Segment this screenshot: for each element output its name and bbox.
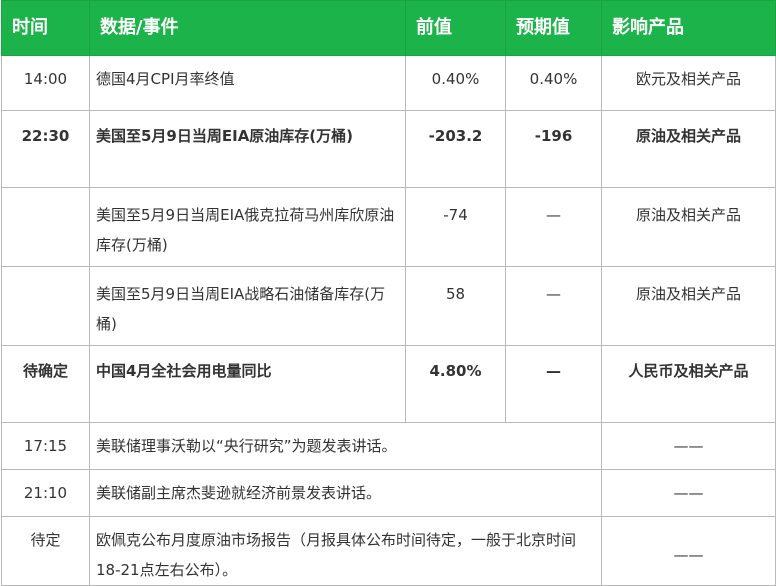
cell-impact: 原油及相关产品 bbox=[601, 187, 776, 267]
table-header-row: 时间 数据/事件 前值 预期值 影响产品 bbox=[1, 0, 776, 56]
cell-event: 美国至5月9日当周EIA俄克拉荷马州库欣原油库存(万桶) bbox=[89, 187, 406, 267]
cell-forecast: — bbox=[505, 187, 602, 267]
cell-impact: —— bbox=[601, 469, 776, 517]
table-row: 待定 欧佩克公布月度原油市场报告（月报具体公布时间待定，一般于北京时间18-21… bbox=[1, 516, 776, 586]
cell-time: 待定 bbox=[1, 516, 90, 586]
cell-impact: —— bbox=[601, 516, 776, 586]
cell-time: 待确定 bbox=[1, 345, 90, 423]
cell-event: 欧佩克公布月度原油市场报告（月报具体公布时间待定，一般于北京时间18-21点左右… bbox=[89, 516, 602, 586]
header-time: 时间 bbox=[1, 0, 90, 56]
cell-event: 美联储副主席杰斐逊就经济前景发表讲话。 bbox=[89, 469, 602, 517]
cell-previous: -203.2 bbox=[405, 110, 506, 188]
table-row: 美国至5月9日当周EIA俄克拉荷马州库欣原油库存(万桶) -74 — 原油及相关… bbox=[1, 187, 776, 267]
cell-impact: 人民币及相关产品 bbox=[601, 345, 776, 423]
cell-impact: —— bbox=[601, 422, 776, 470]
cell-event: 美国至5月9日当周EIA原油库存(万桶) bbox=[89, 110, 406, 188]
cell-impact: 原油及相关产品 bbox=[601, 110, 776, 188]
cell-forecast: -196 bbox=[505, 110, 602, 188]
table-row: 美国至5月9日当周EIA战略石油储备库存(万桶) 58 — 原油及相关产品 bbox=[1, 266, 776, 346]
header-event: 数据/事件 bbox=[89, 0, 406, 56]
table-row: 17:15 美联储理事沃勒以“央行研究”为题发表讲话。 —— bbox=[1, 422, 776, 470]
header-previous: 前值 bbox=[405, 0, 506, 56]
cell-previous: -74 bbox=[405, 187, 506, 267]
cell-forecast: — bbox=[505, 266, 602, 346]
cell-time: 14:00 bbox=[1, 55, 90, 111]
cell-time: 21:10 bbox=[1, 469, 90, 517]
table-row: 14:00 德国4月CPI月率终值 0.40% 0.40% 欧元及相关产品 bbox=[1, 55, 776, 111]
cell-impact: 原油及相关产品 bbox=[601, 266, 776, 346]
cell-time: 22:30 bbox=[1, 110, 90, 188]
cell-time bbox=[1, 266, 90, 346]
table-row: 待确定 中国4月全社会用电量同比 4.80% — 人民币及相关产品 bbox=[1, 345, 776, 423]
cell-event: 美联储理事沃勒以“央行研究”为题发表讲话。 bbox=[89, 422, 602, 470]
cell-previous: 0.40% bbox=[405, 55, 506, 111]
header-forecast: 预期值 bbox=[505, 0, 602, 56]
cell-impact: 欧元及相关产品 bbox=[601, 55, 776, 111]
cell-time bbox=[1, 187, 90, 267]
table-row: 22:30 美国至5月9日当周EIA原油库存(万桶) -203.2 -196 原… bbox=[1, 110, 776, 188]
cell-forecast: 0.40% bbox=[505, 55, 602, 111]
cell-forecast: — bbox=[505, 345, 602, 423]
table-row: 21:10 美联储副主席杰斐逊就经济前景发表讲话。 —— bbox=[1, 469, 776, 517]
header-impact: 影响产品 bbox=[601, 0, 776, 56]
cell-time: 17:15 bbox=[1, 422, 90, 470]
cell-previous: 58 bbox=[405, 266, 506, 346]
cell-event: 德国4月CPI月率终值 bbox=[89, 55, 406, 111]
cell-event: 中国4月全社会用电量同比 bbox=[89, 345, 406, 423]
cell-event: 美国至5月9日当周EIA战略石油储备库存(万桶) bbox=[89, 266, 406, 346]
cell-previous: 4.80% bbox=[405, 345, 506, 423]
